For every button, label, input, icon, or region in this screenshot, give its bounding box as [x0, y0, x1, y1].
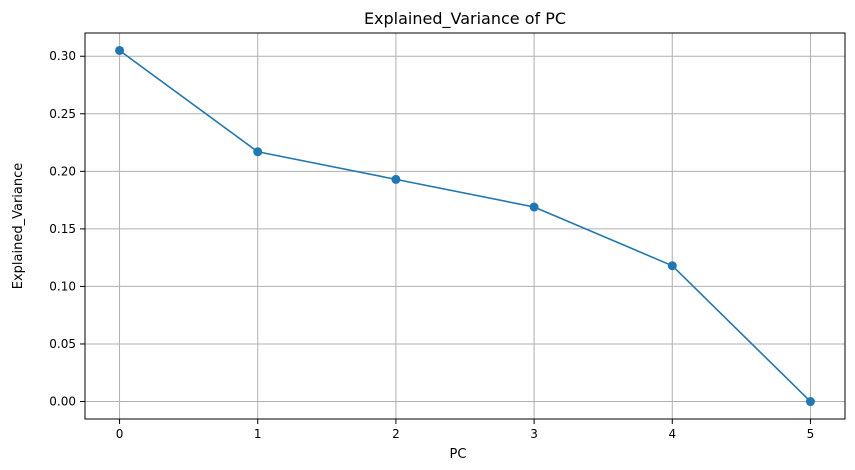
y-axis-label: Explained_Variance [11, 163, 26, 290]
ticks: 0 1 2 3 4 5 0.00 0.05 0.10 0.15 0.20 0.25 0.30 [49, 49, 814, 441]
series-layer [115, 45, 815, 407]
data-point [667, 261, 677, 271]
x-tick-label: 0 [116, 427, 124, 441]
y-tick-label: 0.05 [49, 337, 76, 351]
data-point [391, 174, 401, 184]
y-tick-label: 0.00 [49, 395, 76, 409]
y-tick-label: 0.15 [49, 222, 76, 236]
x-tick-label: 4 [668, 427, 676, 441]
x-axis-label: PC [450, 447, 467, 462]
series-line [118, 49, 812, 403]
plot-frame [84, 32, 846, 420]
y-tick-label: 0.20 [49, 164, 76, 178]
y-tick-label: 0.25 [49, 107, 76, 121]
data-point [529, 202, 539, 212]
x-tick-label: 3 [530, 427, 538, 441]
y-tick-label: 0.10 [49, 279, 76, 293]
chart-title: Explained_Variance of PC [364, 9, 566, 29]
data-point [253, 147, 263, 157]
gridlines [85, 33, 845, 419]
y-tick-label: 0.30 [49, 49, 76, 63]
x-tick-label: 5 [807, 427, 815, 441]
x-tick-label: 2 [392, 427, 400, 441]
data-point [115, 45, 125, 55]
x-tick-label: 1 [254, 427, 262, 441]
data-point [805, 397, 815, 407]
